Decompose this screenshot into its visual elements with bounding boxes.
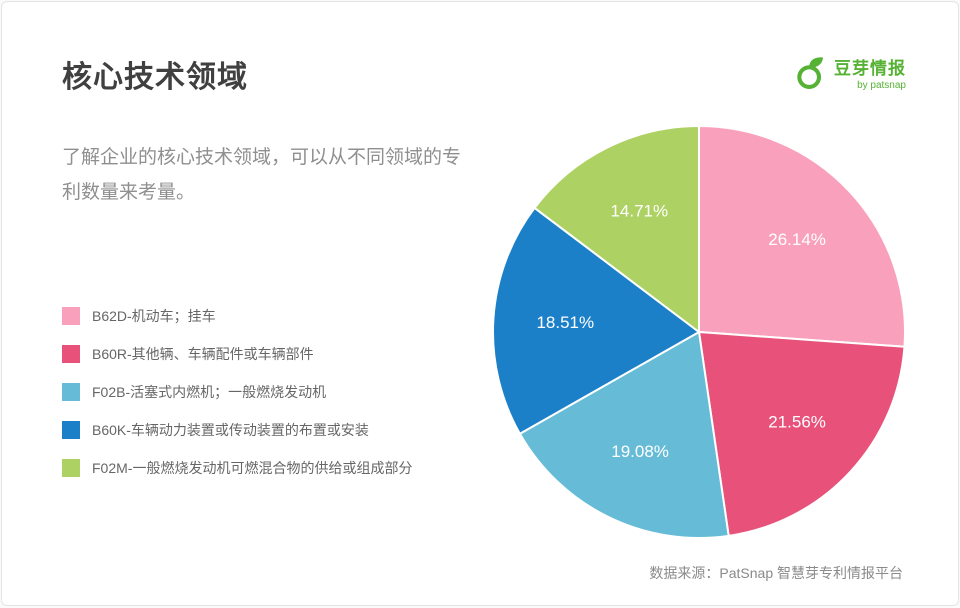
logo-text: 豆芽情报 by patsnap bbox=[834, 54, 906, 91]
legend-label: B60R-其他辆、车辆配件或车辆部件 bbox=[92, 346, 314, 362]
legend-label: B62D-机动车；挂车 bbox=[92, 308, 216, 324]
legend-swatch bbox=[62, 421, 80, 439]
pie-chart: 26.14% 21.56% 19.08% 18.51% 14.71% bbox=[484, 117, 914, 547]
patsnap-logo: 豆芽情报 by patsnap bbox=[792, 54, 906, 91]
legend-swatch bbox=[62, 307, 80, 325]
legend-item: F02M-一般燃烧发动机可燃混合物的供给或组成部分 bbox=[62, 459, 412, 477]
slice-percent-label: 19.08% bbox=[611, 442, 669, 461]
sprout-icon bbox=[792, 55, 828, 91]
slice-percent-label: 14.71% bbox=[610, 202, 668, 221]
slice-percent-label: 21.56% bbox=[768, 413, 826, 432]
legend-item: B60K-车辆动力装置或传动装置的布置或安装 bbox=[62, 421, 412, 439]
legend-label: F02M-一般燃烧发动机可燃混合物的供给或组成部分 bbox=[92, 460, 413, 476]
data-source: 数据来源：PatSnap 智慧芽专利情报平台 bbox=[649, 565, 903, 581]
legend-item: B60R-其他辆、车辆配件或车辆部件 bbox=[62, 345, 412, 363]
legend: B62D-机动车；挂车 B60R-其他辆、车辆配件或车辆部件 F02B-活塞式内燃机… bbox=[62, 307, 412, 497]
legend-label: F02B-活塞式内燃机；一般燃烧发动机 bbox=[92, 384, 327, 400]
pie-slice bbox=[492, 206, 700, 435]
pie-slice bbox=[698, 331, 906, 537]
legend-swatch bbox=[62, 345, 80, 363]
description-text: 了解企业的核心技术领域，可以从不同领域的专利数量来考量。 bbox=[62, 147, 462, 204]
pie-slice bbox=[518, 331, 730, 539]
page-title: 核心技术领域 bbox=[62, 61, 248, 94]
legend-label: B60K-车辆动力装置或传动装置的布置或安装 bbox=[92, 422, 369, 438]
pie-slice bbox=[698, 125, 906, 348]
logo-name: 豆芽情报 bbox=[834, 59, 906, 78]
legend-swatch bbox=[62, 383, 80, 401]
slice-percent-label: 18.51% bbox=[536, 313, 594, 332]
legend-item: F02B-活塞式内燃机；一般燃烧发动机 bbox=[62, 383, 412, 401]
legend-swatch bbox=[62, 459, 80, 477]
legend-item: B62D-机动车；挂车 bbox=[62, 307, 412, 325]
pie-slice bbox=[533, 125, 700, 333]
slice-percent-label: 26.14% bbox=[768, 230, 826, 249]
logo-byline: by patsnap bbox=[857, 80, 906, 91]
